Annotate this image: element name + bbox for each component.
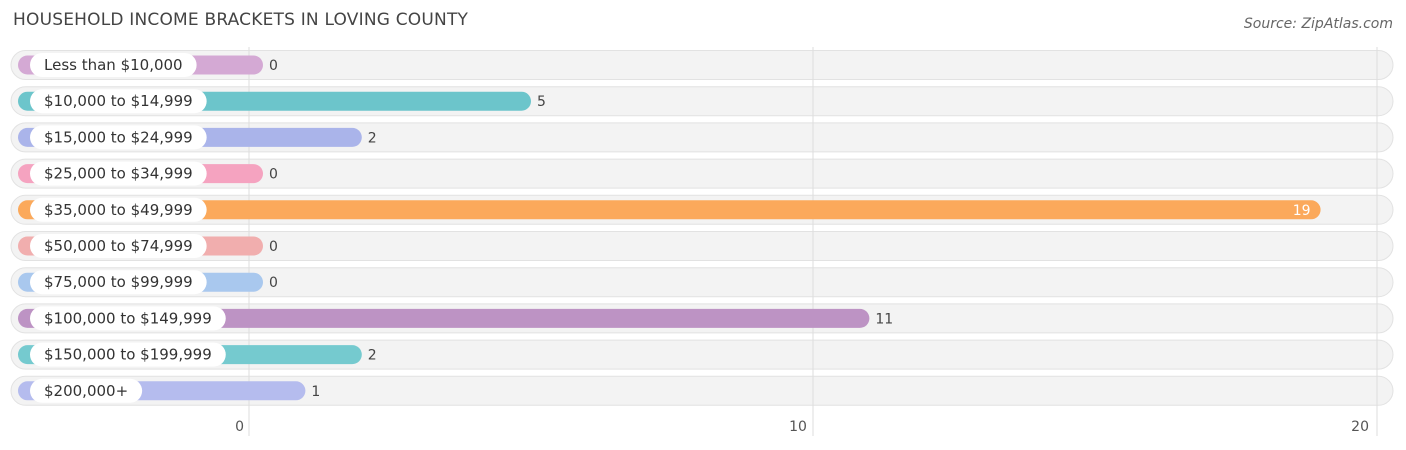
category-pill-3 xyxy=(30,161,207,186)
row-background xyxy=(10,231,1394,261)
category-label-5: $50,000 to $74,999 xyxy=(44,237,193,255)
tick-label-10: 10 xyxy=(789,419,807,435)
category-label-6: $75,000 to $99,999 xyxy=(44,273,193,291)
row-background xyxy=(10,50,1394,80)
category-label-8: $150,000 to $199,999 xyxy=(44,346,212,364)
category-label-1: $10,000 to $14,999 xyxy=(44,92,193,110)
value-label-7: 11 xyxy=(875,311,893,327)
category-pill-2 xyxy=(30,125,207,150)
category-label-4: $35,000 to $49,999 xyxy=(44,201,193,219)
chart-title: HOUSEHOLD INCOME BRACKETS IN LOVING COUN… xyxy=(13,10,469,30)
category-label-9: $200,000+ xyxy=(44,382,128,400)
category-pill-8 xyxy=(30,342,226,367)
category-label-3: $25,000 to $34,999 xyxy=(44,165,193,183)
value-label-1: 5 xyxy=(537,94,546,110)
tick-label-20: 20 xyxy=(1351,419,1369,435)
category-pill-0 xyxy=(30,53,197,77)
row-background xyxy=(10,267,1394,298)
value-label-5: 0 xyxy=(269,239,278,255)
category-pill-9 xyxy=(30,378,143,403)
bar-4 xyxy=(18,200,1321,220)
bar-7 xyxy=(18,308,870,328)
value-label-6: 0 xyxy=(269,275,278,291)
category-label-2: $15,000 to $24,999 xyxy=(44,128,193,146)
category-label-0: Less than $10,000 xyxy=(44,56,183,74)
value-label-2: 2 xyxy=(368,130,377,146)
value-label-4: 19 xyxy=(1293,203,1311,219)
category-label-7: $100,000 to $149,999 xyxy=(44,309,212,327)
category-pill-4 xyxy=(30,197,207,222)
bars: Less than $10,000 0 $10,000 to $14,999 5 $15… xyxy=(18,53,1321,403)
row-background xyxy=(10,375,1394,406)
category-pill-6 xyxy=(30,270,207,295)
value-label-8: 2 xyxy=(368,348,377,364)
category-pill-1 xyxy=(30,89,207,114)
tick-label-0: 0 xyxy=(235,419,244,435)
value-label-3: 0 xyxy=(269,167,278,183)
row-background xyxy=(10,158,1394,189)
category-pill-5 xyxy=(30,234,207,258)
category-pill-7 xyxy=(30,306,226,331)
value-label-0: 0 xyxy=(269,58,278,74)
value-label-9: 1 xyxy=(311,384,320,400)
x-axis-ticks: 0 10 20 xyxy=(235,419,1369,435)
source-credit: Source: ZipAtlas.com xyxy=(1243,16,1393,32)
